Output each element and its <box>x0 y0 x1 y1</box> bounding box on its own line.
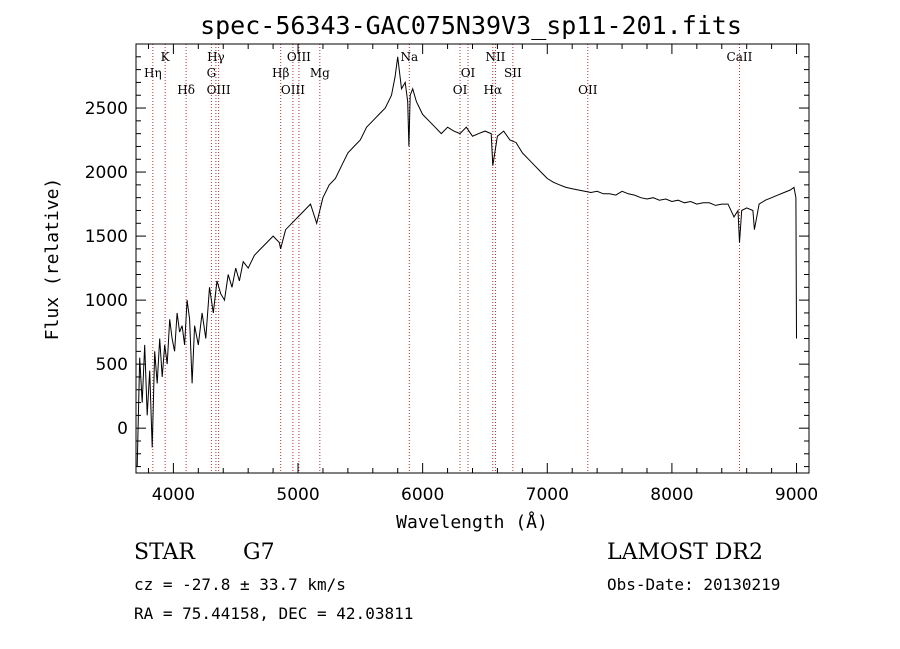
observation-date: Obs-Date: 20130219 <box>607 575 781 594</box>
object-subclass: G7 <box>243 540 275 565</box>
x-tick-label: 8000 <box>650 485 693 505</box>
y-tick-label: 2500 <box>85 99 128 119</box>
chart-title: spec-56343-GAC075N39V3_sp11-201.fits <box>200 11 742 40</box>
spectral-line-label: Hα <box>484 83 503 97</box>
x-tick-label: 6000 <box>401 485 444 505</box>
survey-release: LAMOST DR2 <box>607 540 763 565</box>
spectral-line-label: Mg <box>310 66 330 80</box>
x-tick-label: 5000 <box>276 485 319 505</box>
spectral-line-label: Na <box>400 50 418 64</box>
spectral-line-label: SII <box>504 66 522 80</box>
spectrum-series-line <box>136 56 797 467</box>
object-class: STAR <box>134 540 195 565</box>
x-axis-label: Wavelength (Å) <box>396 511 548 533</box>
spectral-line-markers <box>152 44 740 473</box>
spectral-line-label: G <box>207 66 217 80</box>
spectral-line-label: OIII <box>287 50 311 64</box>
redshift-velocity: cz = -27.8 ± 33.7 km/s <box>134 575 346 594</box>
spectral-line-labels: Hη K Hδ Hγ G OIII OIII Hβ OIII Mg Na NII OI SII OI Hα OI… <box>144 50 753 97</box>
y-tick-label: 0 <box>117 419 128 439</box>
x-axis-ticks: 4000 5000 6000 7000 8000 9000 <box>147 44 818 505</box>
y-tick-label: 1500 <box>85 227 128 247</box>
spectral-line-label: OI <box>453 83 468 97</box>
spectral-line-label: OII <box>578 83 598 97</box>
x-tick-label: 9000 <box>775 485 818 505</box>
spectral-line-label: Hβ <box>272 66 289 80</box>
coordinates: RA = 75.44158, DEC = 42.03811 <box>134 604 414 623</box>
spectral-line-label: OIII <box>281 83 305 97</box>
spectral-line-label: Hγ <box>207 50 225 64</box>
spectral-line-label: Hη <box>144 66 162 80</box>
y-axis-label: Flux (relative) <box>42 178 63 341</box>
plot-frame <box>135 43 810 474</box>
spectral-line-label: CaII <box>727 50 753 64</box>
spectral-line-label: NII <box>485 50 505 64</box>
x-tick-label: 7000 <box>526 485 569 505</box>
y-tick-label: 500 <box>96 355 128 375</box>
y-tick-label: 1000 <box>85 291 128 311</box>
spectral-line-label: Hδ <box>177 83 195 97</box>
spectral-line-label: OI <box>461 66 476 80</box>
y-tick-label: 2000 <box>85 163 128 183</box>
spectral-line-label: K <box>161 50 171 64</box>
spectral-line-label: OIII <box>207 83 231 97</box>
y-axis-ticks: 0 500 1000 1500 2000 2500 <box>85 56 809 468</box>
x-tick-label: 4000 <box>152 485 195 505</box>
